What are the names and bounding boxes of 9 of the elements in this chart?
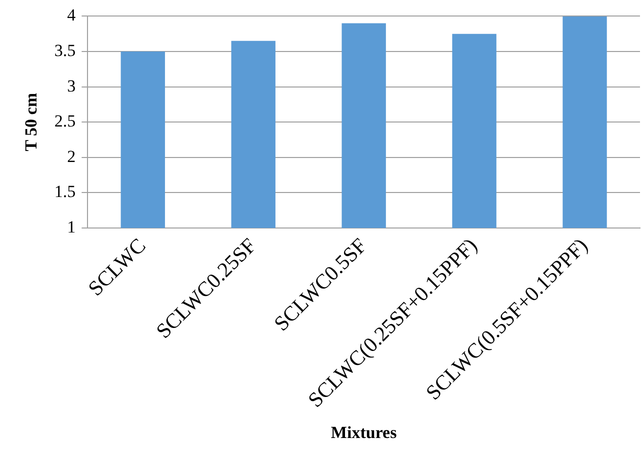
y-tick-label: 4 xyxy=(67,6,76,25)
y-tick-label: 2 xyxy=(67,146,76,166)
y-tick-label: 3 xyxy=(67,76,76,96)
x-axis-title: Mixtures xyxy=(330,423,398,442)
y-axis-title: T 50 cm xyxy=(22,92,41,152)
y-tick-label: 2.5 xyxy=(54,112,76,131)
y-tick-label: 1 xyxy=(67,217,76,236)
y-tick-label: 1.5 xyxy=(54,182,76,202)
y-tick-label: 3.5 xyxy=(54,40,76,60)
